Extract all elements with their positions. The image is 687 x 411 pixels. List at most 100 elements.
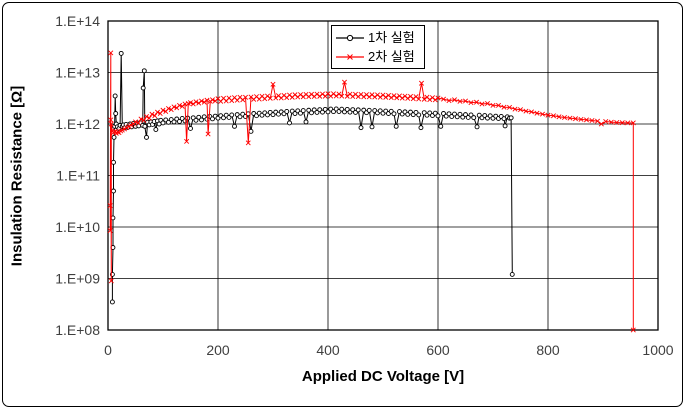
- plot-border: [107, 20, 659, 331]
- series-marker-circle: [463, 112, 468, 118]
- series-marker-x: [135, 120, 141, 126]
- series-marker-circle: [140, 85, 146, 91]
- x-tick-label: 200: [206, 342, 230, 358]
- series-marker-x: [501, 104, 507, 110]
- series-marker-x: [545, 112, 551, 118]
- series-marker-circle: [177, 119, 182, 124]
- series-marker-x: [270, 81, 276, 87]
- series-marker-x: [506, 104, 513, 110]
- series-marker-x: [432, 97, 438, 103]
- series-marker-x: [567, 115, 573, 121]
- series-marker-circle: [112, 93, 118, 99]
- series-marker-circle: [452, 111, 457, 117]
- series-marker-x: [517, 107, 524, 113]
- series-marker-x: [152, 113, 158, 119]
- series-marker-x: [440, 96, 447, 102]
- series-marker-circle: [229, 112, 235, 118]
- series-marker-circle: [391, 111, 397, 117]
- series-marker-x: [394, 95, 400, 101]
- series-marker-circle: [474, 124, 480, 130]
- series-marker-x: [107, 203, 113, 209]
- series-marker-circle: [393, 123, 399, 129]
- series-marker-x: [132, 119, 139, 125]
- x-tick-label: 0: [104, 342, 112, 358]
- series-marker-x: [418, 80, 425, 86]
- y-tick-label: 1.E+11: [56, 168, 100, 184]
- series-marker-x: [630, 327, 636, 333]
- series-marker-x: [143, 113, 150, 120]
- series-marker-x: [479, 101, 485, 107]
- series-marker-circle: [300, 108, 306, 114]
- series-marker-circle: [109, 299, 115, 305]
- series-marker-circle: [193, 117, 199, 123]
- legend-line-x-marker-icon: [336, 53, 364, 60]
- series-marker-x: [512, 106, 518, 112]
- series-marker-x: [583, 117, 590, 123]
- series-marker-x: [416, 96, 422, 102]
- series-marker-x: [108, 117, 114, 123]
- y-tick-label: 1.E+13: [55, 65, 100, 81]
- y-tick-label: 1.E+09: [55, 271, 100, 287]
- series-marker-circle: [350, 107, 356, 113]
- x-tick-label: 400: [316, 342, 340, 358]
- series-marker-x: [198, 98, 205, 104]
- series-marker-circle: [303, 119, 309, 125]
- y-tick-label: 1.E+14: [55, 13, 100, 29]
- series-marker-x: [204, 97, 210, 103]
- figure-border: [2, 2, 683, 407]
- series-marker-circle: [358, 125, 364, 131]
- series-marker-circle: [188, 125, 193, 131]
- series-marker-x: [446, 98, 452, 104]
- series-marker-x: [149, 111, 155, 117]
- series-marker-x: [108, 278, 114, 284]
- series-marker-x: [451, 97, 458, 103]
- series-marker-x: [121, 126, 128, 132]
- series-marker-x: [528, 109, 535, 115]
- series-marker-x: [388, 95, 394, 101]
- series-marker-circle: [457, 111, 463, 117]
- series-marker-circle: [309, 110, 314, 116]
- series-marker-circle: [111, 134, 117, 140]
- series-marker-circle: [509, 271, 515, 277]
- series-marker-circle: [248, 128, 254, 134]
- series-marker-x: [138, 116, 144, 122]
- series-marker-circle: [153, 127, 159, 133]
- series-marker-circle: [416, 112, 422, 118]
- series-marker-x: [594, 118, 601, 124]
- legend-item-series1: 1차 실험: [335, 29, 421, 47]
- series-marker-x: [405, 95, 411, 101]
- series-marker-x: [245, 140, 251, 146]
- legend-item-series2: 2차 실험: [335, 48, 421, 66]
- series-marker-x: [336, 91, 342, 97]
- series-marker-circle: [144, 134, 149, 140]
- x-axis-title: Applied DC Voltage [V]: [301, 368, 465, 385]
- series-marker-x: [539, 111, 546, 117]
- series-marker-circle: [141, 68, 147, 74]
- series-marker-x: [608, 119, 614, 125]
- series-marker-x: [468, 100, 474, 106]
- series-marker-circle: [199, 117, 204, 123]
- legend: 1차 실험 2차 실험: [331, 25, 425, 69]
- series-marker-x: [372, 94, 378, 100]
- series-marker-x: [333, 93, 339, 99]
- series-marker-x: [523, 108, 529, 114]
- series-marker-x: [630, 120, 636, 126]
- series-marker-circle: [314, 109, 320, 115]
- series-marker-x: [184, 138, 190, 144]
- series-marker-x: [339, 93, 345, 99]
- series-marker-x: [619, 120, 625, 126]
- series-marker-x: [427, 97, 433, 103]
- series-marker-x: [603, 118, 609, 125]
- y-tick-label: 1.E+10: [55, 219, 100, 235]
- y-axis-title: Insulation Resistance [Ω]: [8, 85, 26, 267]
- series-marker-x: [171, 104, 177, 110]
- series-marker-x: [495, 102, 502, 108]
- series-marker-circle: [366, 107, 372, 113]
- series-marker-x: [205, 131, 211, 137]
- y-tick-label: 1.E+08: [55, 322, 100, 338]
- series-marker-circle: [171, 119, 177, 125]
- x-tick-label: 800: [536, 342, 560, 358]
- series-marker-x: [490, 102, 496, 108]
